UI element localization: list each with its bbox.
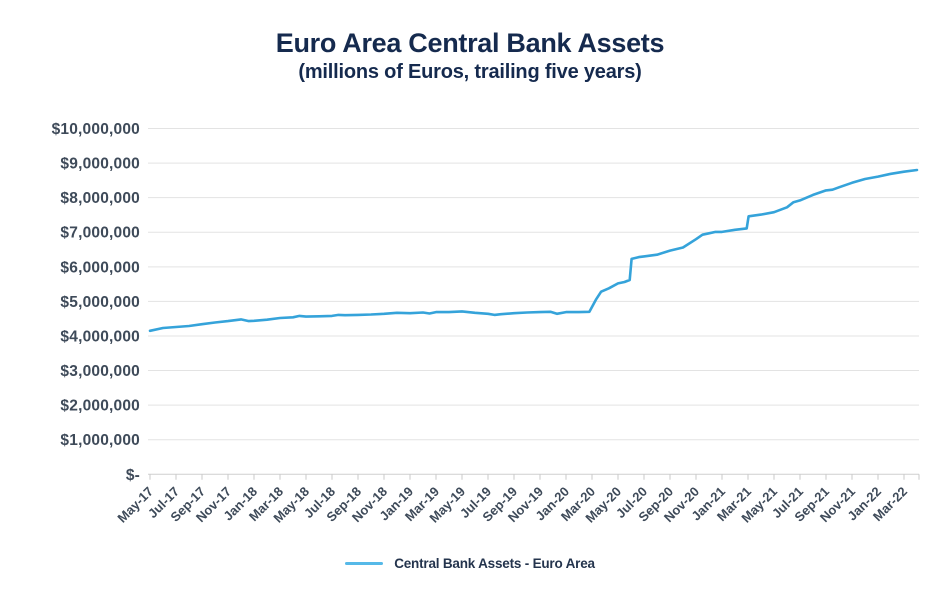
data-series-line: [148, 168, 919, 333]
legend-label: Central Bank Assets - Euro Area: [394, 556, 595, 571]
y-axis-tick-label: $3,000,000: [60, 363, 140, 380]
y-axis-tick-label: $2,000,000: [60, 398, 140, 415]
chart-subtitle: (millions of Euros, trailing five years): [298, 61, 642, 83]
legend: Central Bank Assets - Euro Area: [0, 556, 940, 571]
y-axis-tick-label: $-: [126, 467, 140, 484]
legend-line-swatch: [345, 562, 384, 565]
chart-title: Euro Area Central Bank Assets: [275, 28, 665, 58]
y-axis-tick-label: $9,000,000: [60, 156, 140, 173]
y-axis-tick-label: $8,000,000: [60, 190, 140, 207]
y-axis-tick-label: $7,000,000: [60, 225, 140, 242]
y-axis-tick-label: $6,000,000: [60, 259, 140, 276]
y-axis-tick-label: $1,000,000: [60, 432, 140, 449]
y-axis-tick-label: $5,000,000: [60, 294, 140, 311]
y-axis-tick-label: $4,000,000: [60, 328, 140, 345]
y-axis-tick-label: $10,000,000: [52, 121, 140, 138]
